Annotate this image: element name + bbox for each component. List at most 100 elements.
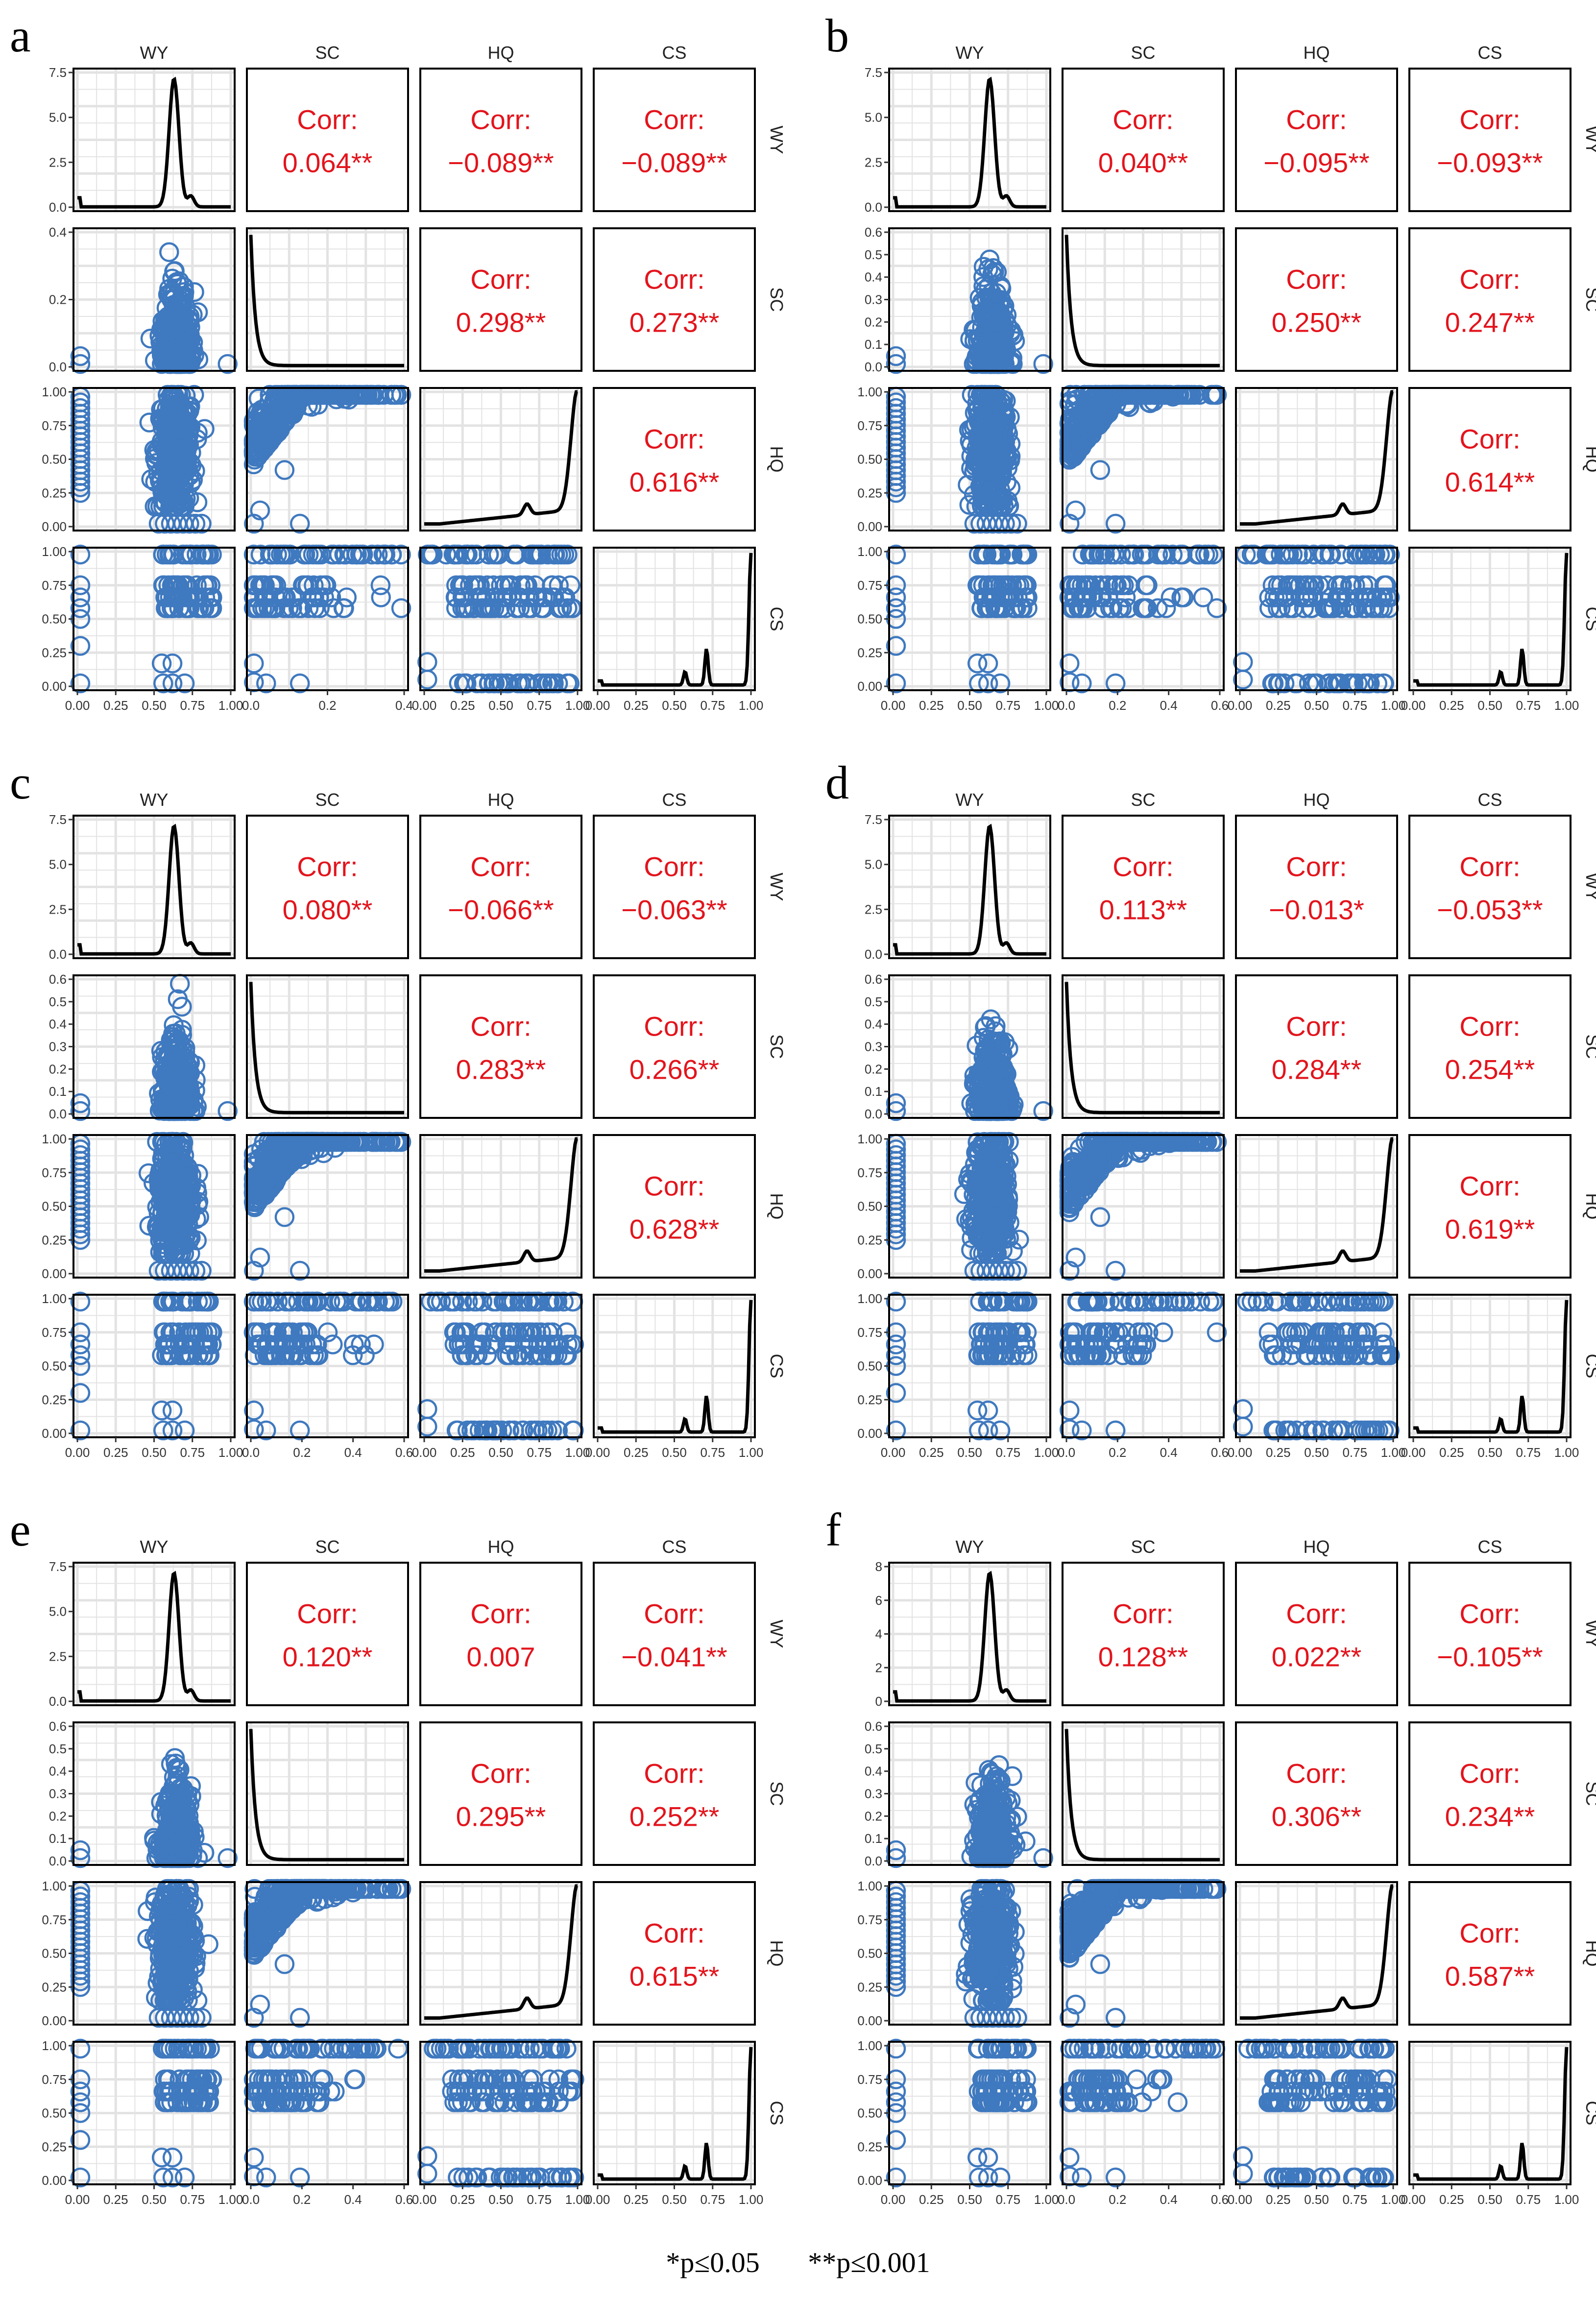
- axis-hq-ytick: 0.75: [42, 418, 67, 433]
- cell-sc-sc: [246, 974, 409, 1119]
- scatter-point: [549, 575, 569, 596]
- corr-value-wy-hq: −0.013*: [1269, 895, 1364, 925]
- axis-sc-ytick: 0.3: [49, 1040, 67, 1054]
- axis-cs-xtick: 0.50: [1477, 698, 1502, 713]
- cell-frame: [1408, 387, 1572, 532]
- cell-frame: [419, 227, 582, 372]
- scatter-point: [162, 598, 182, 618]
- axis-hq-xtick: 0.25: [1266, 698, 1291, 713]
- cell-frame: [246, 387, 409, 532]
- cell-cs-wy: 0.000.250.500.751.000.00 0.25 0.50 0.75 1.00: [42, 544, 243, 713]
- scatter-point: [157, 421, 177, 441]
- axis-cs-xtick: 0.75: [700, 1445, 725, 1460]
- axis-wy-xtick: 0.75: [180, 698, 205, 713]
- axis-wy-ytick: 7.5: [865, 65, 882, 80]
- scatter-point: [484, 598, 505, 618]
- scatter-point: [179, 513, 199, 534]
- axis-wy-xtick: 1.00: [218, 1445, 243, 1460]
- scatter-points: [886, 249, 1053, 374]
- axis-wy-xtick: 0.25: [103, 698, 128, 713]
- axis-sc-ytick: 0.1: [865, 337, 882, 352]
- cell-frame: [1408, 815, 1572, 959]
- cell-sc-sc: [246, 227, 409, 372]
- scatter-point: [185, 513, 206, 534]
- axis-wy-ytick: 2.5: [865, 902, 882, 917]
- column-header-hq: HQ: [488, 43, 514, 63]
- axis-wy-xtick: 0.00: [65, 698, 90, 713]
- axis-hq-ytick: 1.00: [857, 385, 882, 399]
- scatter-point: [184, 282, 204, 302]
- scatter-point: [436, 544, 457, 565]
- cell-frame: [1235, 815, 1398, 959]
- corr-value-wy-hq: −0.066**: [448, 895, 554, 925]
- panel-letter-b: b: [825, 9, 849, 62]
- corr-value-wy-cs: −0.089**: [621, 147, 727, 178]
- axis-cs-xtick: 0.00: [585, 1445, 610, 1460]
- axis-wy-ytick: 5.0: [865, 110, 882, 125]
- scatter-point: [192, 513, 212, 534]
- scatter-point: [346, 544, 366, 565]
- axis-cs-xtick: 1.00: [1554, 698, 1579, 713]
- scatter-point: [510, 673, 531, 694]
- cell-cs-hq: 0.00 0.25 0.50 0.75 1.00: [412, 1291, 590, 1460]
- scatter-point: [251, 432, 271, 452]
- row-header-sc: SC: [767, 1034, 787, 1059]
- axis-sc-ytick: 0.6: [865, 972, 882, 987]
- density-curve-sc: [249, 235, 404, 367]
- scatter-point: [173, 544, 193, 565]
- cell-frame: [419, 815, 582, 959]
- scatter-point: [188, 598, 208, 618]
- scatter-point: [309, 587, 329, 607]
- corr-value-hq-cs: 0.614**: [1445, 467, 1535, 498]
- axis-sc-xtick: 0.0: [242, 698, 260, 713]
- corr-label: Corr:: [470, 1011, 531, 1042]
- scatter-point: [274, 460, 295, 480]
- axis-sc-ytick: 0.2: [49, 292, 67, 307]
- cell-cs-cs: 0.00 0.25 0.50 0.75 1.00: [1401, 547, 1579, 713]
- cell-sc-cs: Corr:0.254**: [1408, 974, 1572, 1119]
- row-header-wy: WY: [1582, 873, 1596, 901]
- scatter-point: [70, 673, 91, 694]
- scatter-point: [192, 544, 212, 565]
- axis-sc-ytick: 0.4: [49, 225, 67, 240]
- row-header-cs: CS: [767, 1354, 787, 1378]
- cell-frame: [246, 227, 409, 372]
- scatter-point: [171, 288, 192, 308]
- corr-label: Corr:: [644, 1011, 704, 1042]
- panel-letter-a: a: [10, 9, 31, 62]
- scatter-point: [499, 575, 519, 596]
- corr-label: Corr:: [1459, 104, 1520, 135]
- scatter-point: [321, 587, 341, 607]
- scatter-point: [162, 653, 183, 674]
- axis-hq-ytick: 0.25: [857, 485, 882, 500]
- scatter-point: [509, 598, 530, 618]
- axis-sc-xtick: 0.0: [1058, 698, 1075, 713]
- axis-wy-xtick: 1.00: [218, 698, 243, 713]
- scatter-point: [467, 673, 487, 694]
- scatter-point: [337, 587, 357, 607]
- cell-hq-wy: 0.000.250.500.751.00: [42, 1132, 236, 1281]
- scatter-point: [153, 544, 173, 565]
- scatter-point: [164, 544, 184, 565]
- scatter-point: [153, 673, 173, 694]
- panel-c: c WY SC HQ CSWYSCHQCS0.02.55.07.5Corr:0.080*…: [10, 756, 787, 1460]
- axis-hq-ytick: 0.00: [42, 519, 67, 534]
- corr-value-wy-sc: 0.064**: [283, 147, 373, 178]
- scatter-point: [256, 673, 276, 694]
- cell-frame: [246, 815, 409, 959]
- row-header-wy: WY: [767, 873, 787, 901]
- cell-sc-wy: 0.00.10.20.30.40.50.6: [865, 972, 1053, 1121]
- scatter-point: [159, 242, 179, 262]
- axis-sc-ytick: 0.4: [865, 1017, 882, 1032]
- cell-frame: [593, 68, 756, 212]
- cell-frame: [1408, 227, 1572, 372]
- cell-sc-cs: Corr:0.247**: [1408, 227, 1572, 372]
- axis-cs-ytick: 0.00: [42, 679, 67, 694]
- scatter-point: [529, 544, 549, 565]
- cell-hq-hq: [419, 387, 582, 532]
- axis-wy-xtick: 0.50: [142, 698, 167, 713]
- scatter-point: [507, 544, 527, 565]
- scatter-point: [470, 575, 490, 596]
- axis-sc-ytick: 0.0: [49, 360, 67, 374]
